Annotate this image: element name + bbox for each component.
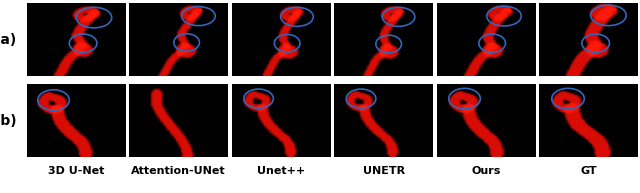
Text: Attention-UNet: Attention-UNet: [131, 166, 226, 176]
Text: UNETR: UNETR: [363, 166, 404, 176]
Text: 3D U-Net: 3D U-Net: [48, 166, 104, 176]
Text: (b): (b): [0, 114, 17, 128]
Text: (a): (a): [0, 33, 17, 47]
Text: Ours: Ours: [472, 166, 501, 176]
Text: Unet++: Unet++: [257, 166, 305, 176]
Text: GT: GT: [580, 166, 597, 176]
